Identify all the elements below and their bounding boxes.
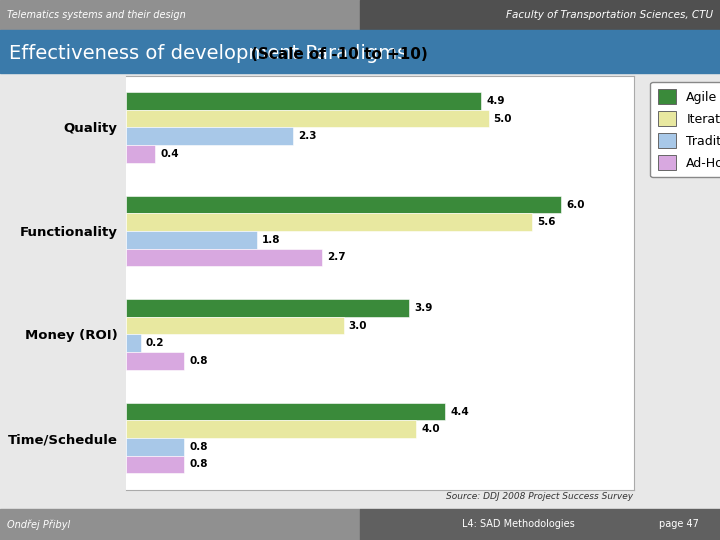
Text: 3.0: 3.0 bbox=[348, 321, 367, 330]
Text: 4.4: 4.4 bbox=[450, 407, 469, 416]
Text: 3.9: 3.9 bbox=[414, 303, 432, 313]
Bar bbox=[126, 403, 445, 421]
Text: 0.2: 0.2 bbox=[145, 338, 164, 348]
Text: Source: DDJ 2008 Project Success Survey: Source: DDJ 2008 Project Success Survey bbox=[446, 492, 634, 502]
Bar bbox=[126, 438, 184, 456]
Text: 0.8: 0.8 bbox=[189, 460, 207, 469]
Text: 4.0: 4.0 bbox=[421, 424, 440, 434]
Bar bbox=[126, 421, 416, 438]
Text: Telematics systems and their design: Telematics systems and their design bbox=[7, 10, 186, 20]
Text: 2.3: 2.3 bbox=[298, 131, 316, 141]
Bar bbox=[126, 213, 532, 231]
Text: 4.9: 4.9 bbox=[487, 96, 505, 106]
Bar bbox=[126, 352, 184, 370]
Text: 2.7: 2.7 bbox=[327, 252, 346, 262]
Text: 5.0: 5.0 bbox=[494, 113, 512, 124]
Text: 5.6: 5.6 bbox=[537, 217, 556, 227]
Bar bbox=[360, 0, 720, 30]
Bar bbox=[126, 145, 155, 163]
Bar bbox=[126, 92, 482, 110]
Bar bbox=[126, 248, 322, 266]
Legend: Agile, Iterative, Traditional, Ad-Hoc: Agile, Iterative, Traditional, Ad-Hoc bbox=[650, 82, 720, 177]
Bar bbox=[126, 456, 184, 473]
Text: Effectiveness of development Paradigms: Effectiveness of development Paradigms bbox=[9, 44, 408, 63]
Bar bbox=[126, 299, 409, 317]
Bar bbox=[126, 195, 561, 213]
Bar bbox=[0, 509, 360, 540]
Text: page 47: page 47 bbox=[659, 519, 698, 529]
Text: Ondřej Přibyl: Ondřej Přibyl bbox=[7, 519, 71, 530]
Bar bbox=[126, 231, 256, 248]
Bar bbox=[126, 317, 343, 334]
Text: L4: SAD Methodologies: L4: SAD Methodologies bbox=[462, 519, 575, 529]
Text: 0.8: 0.8 bbox=[189, 356, 207, 366]
Text: 1.8: 1.8 bbox=[261, 235, 280, 245]
Bar bbox=[360, 509, 720, 540]
Text: Faculty of Transportation Sciences, CTU: Faculty of Transportation Sciences, CTU bbox=[505, 10, 713, 20]
Text: (Scale of -10 to +10): (Scale of -10 to +10) bbox=[251, 47, 428, 62]
Bar bbox=[0, 0, 360, 30]
Text: 0.8: 0.8 bbox=[189, 442, 207, 452]
Bar bbox=[126, 110, 489, 127]
Text: 6.0: 6.0 bbox=[566, 199, 585, 210]
Text: 0.4: 0.4 bbox=[160, 149, 179, 159]
Bar bbox=[126, 127, 293, 145]
Bar bbox=[126, 334, 140, 352]
